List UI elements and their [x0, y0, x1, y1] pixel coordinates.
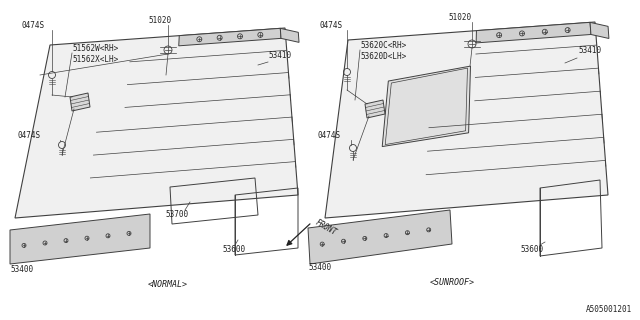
Polygon shape	[365, 100, 385, 118]
Text: 0474S: 0474S	[318, 131, 341, 140]
Text: 53700: 53700	[165, 210, 188, 219]
Text: A505001201: A505001201	[586, 305, 632, 314]
Text: 53400: 53400	[10, 265, 33, 274]
Text: 51562W<RH>: 51562W<RH>	[72, 44, 118, 53]
Polygon shape	[308, 210, 452, 264]
Polygon shape	[179, 28, 281, 46]
Text: 0474S: 0474S	[320, 21, 343, 30]
Text: 0474S: 0474S	[22, 21, 45, 30]
Text: <SUNROOF>: <SUNROOF>	[430, 278, 475, 287]
Text: 51020: 51020	[148, 16, 171, 25]
Text: 53600: 53600	[222, 245, 245, 254]
Text: <NORMAL>: <NORMAL>	[148, 280, 188, 289]
Polygon shape	[10, 214, 150, 264]
Polygon shape	[590, 22, 609, 38]
Text: 0474S: 0474S	[18, 131, 41, 140]
Polygon shape	[476, 22, 591, 43]
Text: 51020: 51020	[448, 13, 471, 22]
Text: 53620D<LH>: 53620D<LH>	[360, 52, 406, 61]
Polygon shape	[280, 28, 299, 42]
Text: 53410: 53410	[578, 46, 601, 55]
Polygon shape	[325, 22, 608, 218]
Text: 51562X<LH>: 51562X<LH>	[72, 55, 118, 64]
Text: 53410: 53410	[268, 51, 291, 60]
Text: 53620C<RH>: 53620C<RH>	[360, 41, 406, 50]
Text: 53600: 53600	[520, 245, 543, 254]
Text: 53400: 53400	[308, 263, 331, 272]
Text: FRONT: FRONT	[314, 218, 339, 237]
Polygon shape	[382, 66, 470, 147]
Polygon shape	[15, 28, 298, 218]
Polygon shape	[70, 93, 90, 111]
